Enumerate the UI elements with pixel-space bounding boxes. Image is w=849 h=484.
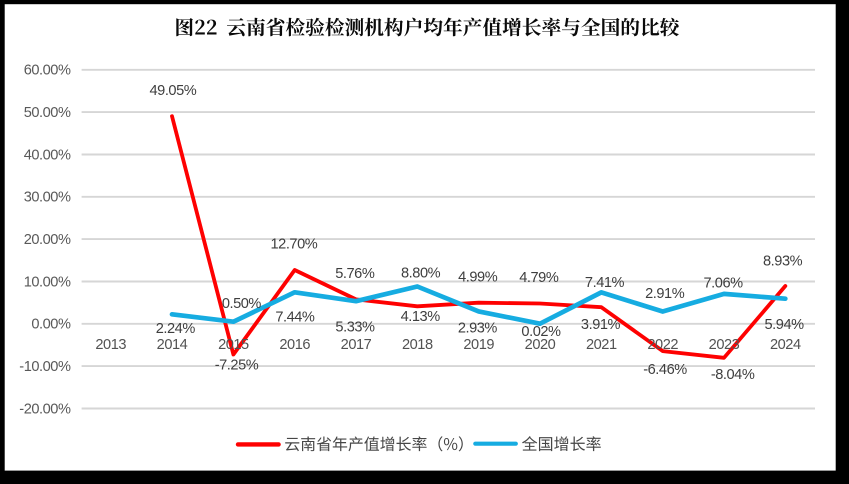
svg-text:2023: 2023: [709, 337, 740, 353]
svg-text:0.02%: 0.02%: [521, 324, 561, 340]
svg-text:10.00%: 10.00%: [24, 274, 71, 290]
svg-text:2.91%: 2.91%: [645, 286, 685, 302]
svg-text:8.80%: 8.80%: [401, 265, 441, 281]
svg-text:30.00%: 30.00%: [24, 190, 71, 206]
svg-text:2015: 2015: [218, 337, 249, 353]
svg-text:7.44%: 7.44%: [275, 310, 315, 326]
svg-text:2021: 2021: [586, 337, 617, 353]
svg-text:-8.04%: -8.04%: [711, 367, 755, 383]
svg-text:60.00%: 60.00%: [24, 63, 71, 79]
svg-text:2022: 2022: [647, 337, 678, 353]
svg-text:4.13%: 4.13%: [401, 309, 441, 325]
svg-text:-10.00%: -10.00%: [19, 359, 71, 375]
svg-text:20.00%: 20.00%: [24, 232, 71, 248]
svg-text:5.76%: 5.76%: [335, 266, 375, 282]
svg-text:40.00%: 40.00%: [24, 147, 71, 163]
svg-text:2024: 2024: [770, 337, 801, 353]
svg-text:-20.00%: -20.00%: [19, 401, 71, 417]
svg-text:4.79%: 4.79%: [519, 270, 559, 286]
svg-text:7.06%: 7.06%: [704, 275, 744, 291]
svg-text:2.93%: 2.93%: [458, 321, 498, 337]
svg-text:2019: 2019: [463, 337, 494, 353]
svg-text:7.41%: 7.41%: [585, 275, 625, 291]
svg-text:5.94%: 5.94%: [765, 317, 805, 333]
svg-text:4.99%: 4.99%: [458, 270, 498, 286]
svg-text:0.00%: 0.00%: [31, 317, 71, 333]
svg-text:12.70%: 12.70%: [271, 237, 318, 253]
svg-text:-6.46%: -6.46%: [643, 362, 687, 378]
svg-text:2016: 2016: [279, 337, 310, 353]
svg-text:0.50%: 0.50%: [222, 296, 262, 312]
svg-text:2013: 2013: [95, 337, 126, 353]
svg-text:2018: 2018: [402, 337, 433, 353]
svg-text:2.24%: 2.24%: [156, 321, 196, 337]
svg-text:-7.25%: -7.25%: [215, 358, 259, 374]
svg-text:2020: 2020: [525, 337, 556, 353]
svg-text:2017: 2017: [341, 337, 372, 353]
svg-text:5.33%: 5.33%: [335, 319, 375, 335]
svg-text:8.93%: 8.93%: [763, 254, 803, 270]
svg-text:49.05%: 49.05%: [150, 83, 197, 99]
svg-text:3.91%: 3.91%: [581, 317, 621, 333]
svg-text:50.00%: 50.00%: [24, 105, 71, 121]
svg-text:2014: 2014: [157, 337, 188, 353]
